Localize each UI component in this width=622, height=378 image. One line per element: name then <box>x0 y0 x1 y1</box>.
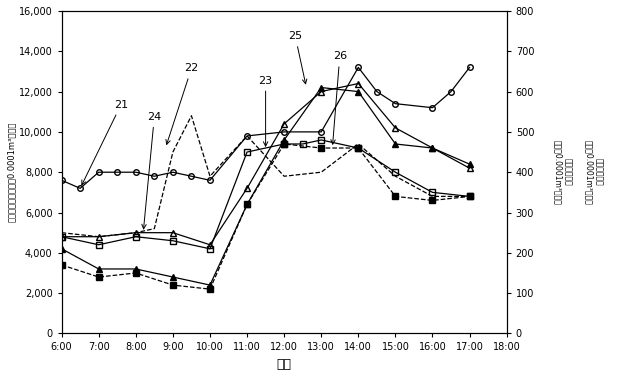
Y-axis label: 小粒径粒子数（個／0.0001m³／分）: 小粒径粒子数（個／0.0001m³／分） <box>7 122 16 222</box>
Text: 26: 26 <box>331 51 347 144</box>
Text: 大粒径粒子数
（個／0.0001m³／分）: 大粒径粒子数 （個／0.0001m³／分） <box>553 140 573 204</box>
Text: 25: 25 <box>288 31 307 84</box>
Text: 中粒径粒子数
（個／0.0001m³／分）: 中粒径粒子数 （個／0.0001m³／分） <box>584 140 604 204</box>
Text: 21: 21 <box>82 100 128 185</box>
Text: 22: 22 <box>166 64 198 144</box>
Text: 24: 24 <box>142 112 162 229</box>
X-axis label: 時間: 時間 <box>277 358 292 371</box>
Text: 23: 23 <box>259 76 272 146</box>
